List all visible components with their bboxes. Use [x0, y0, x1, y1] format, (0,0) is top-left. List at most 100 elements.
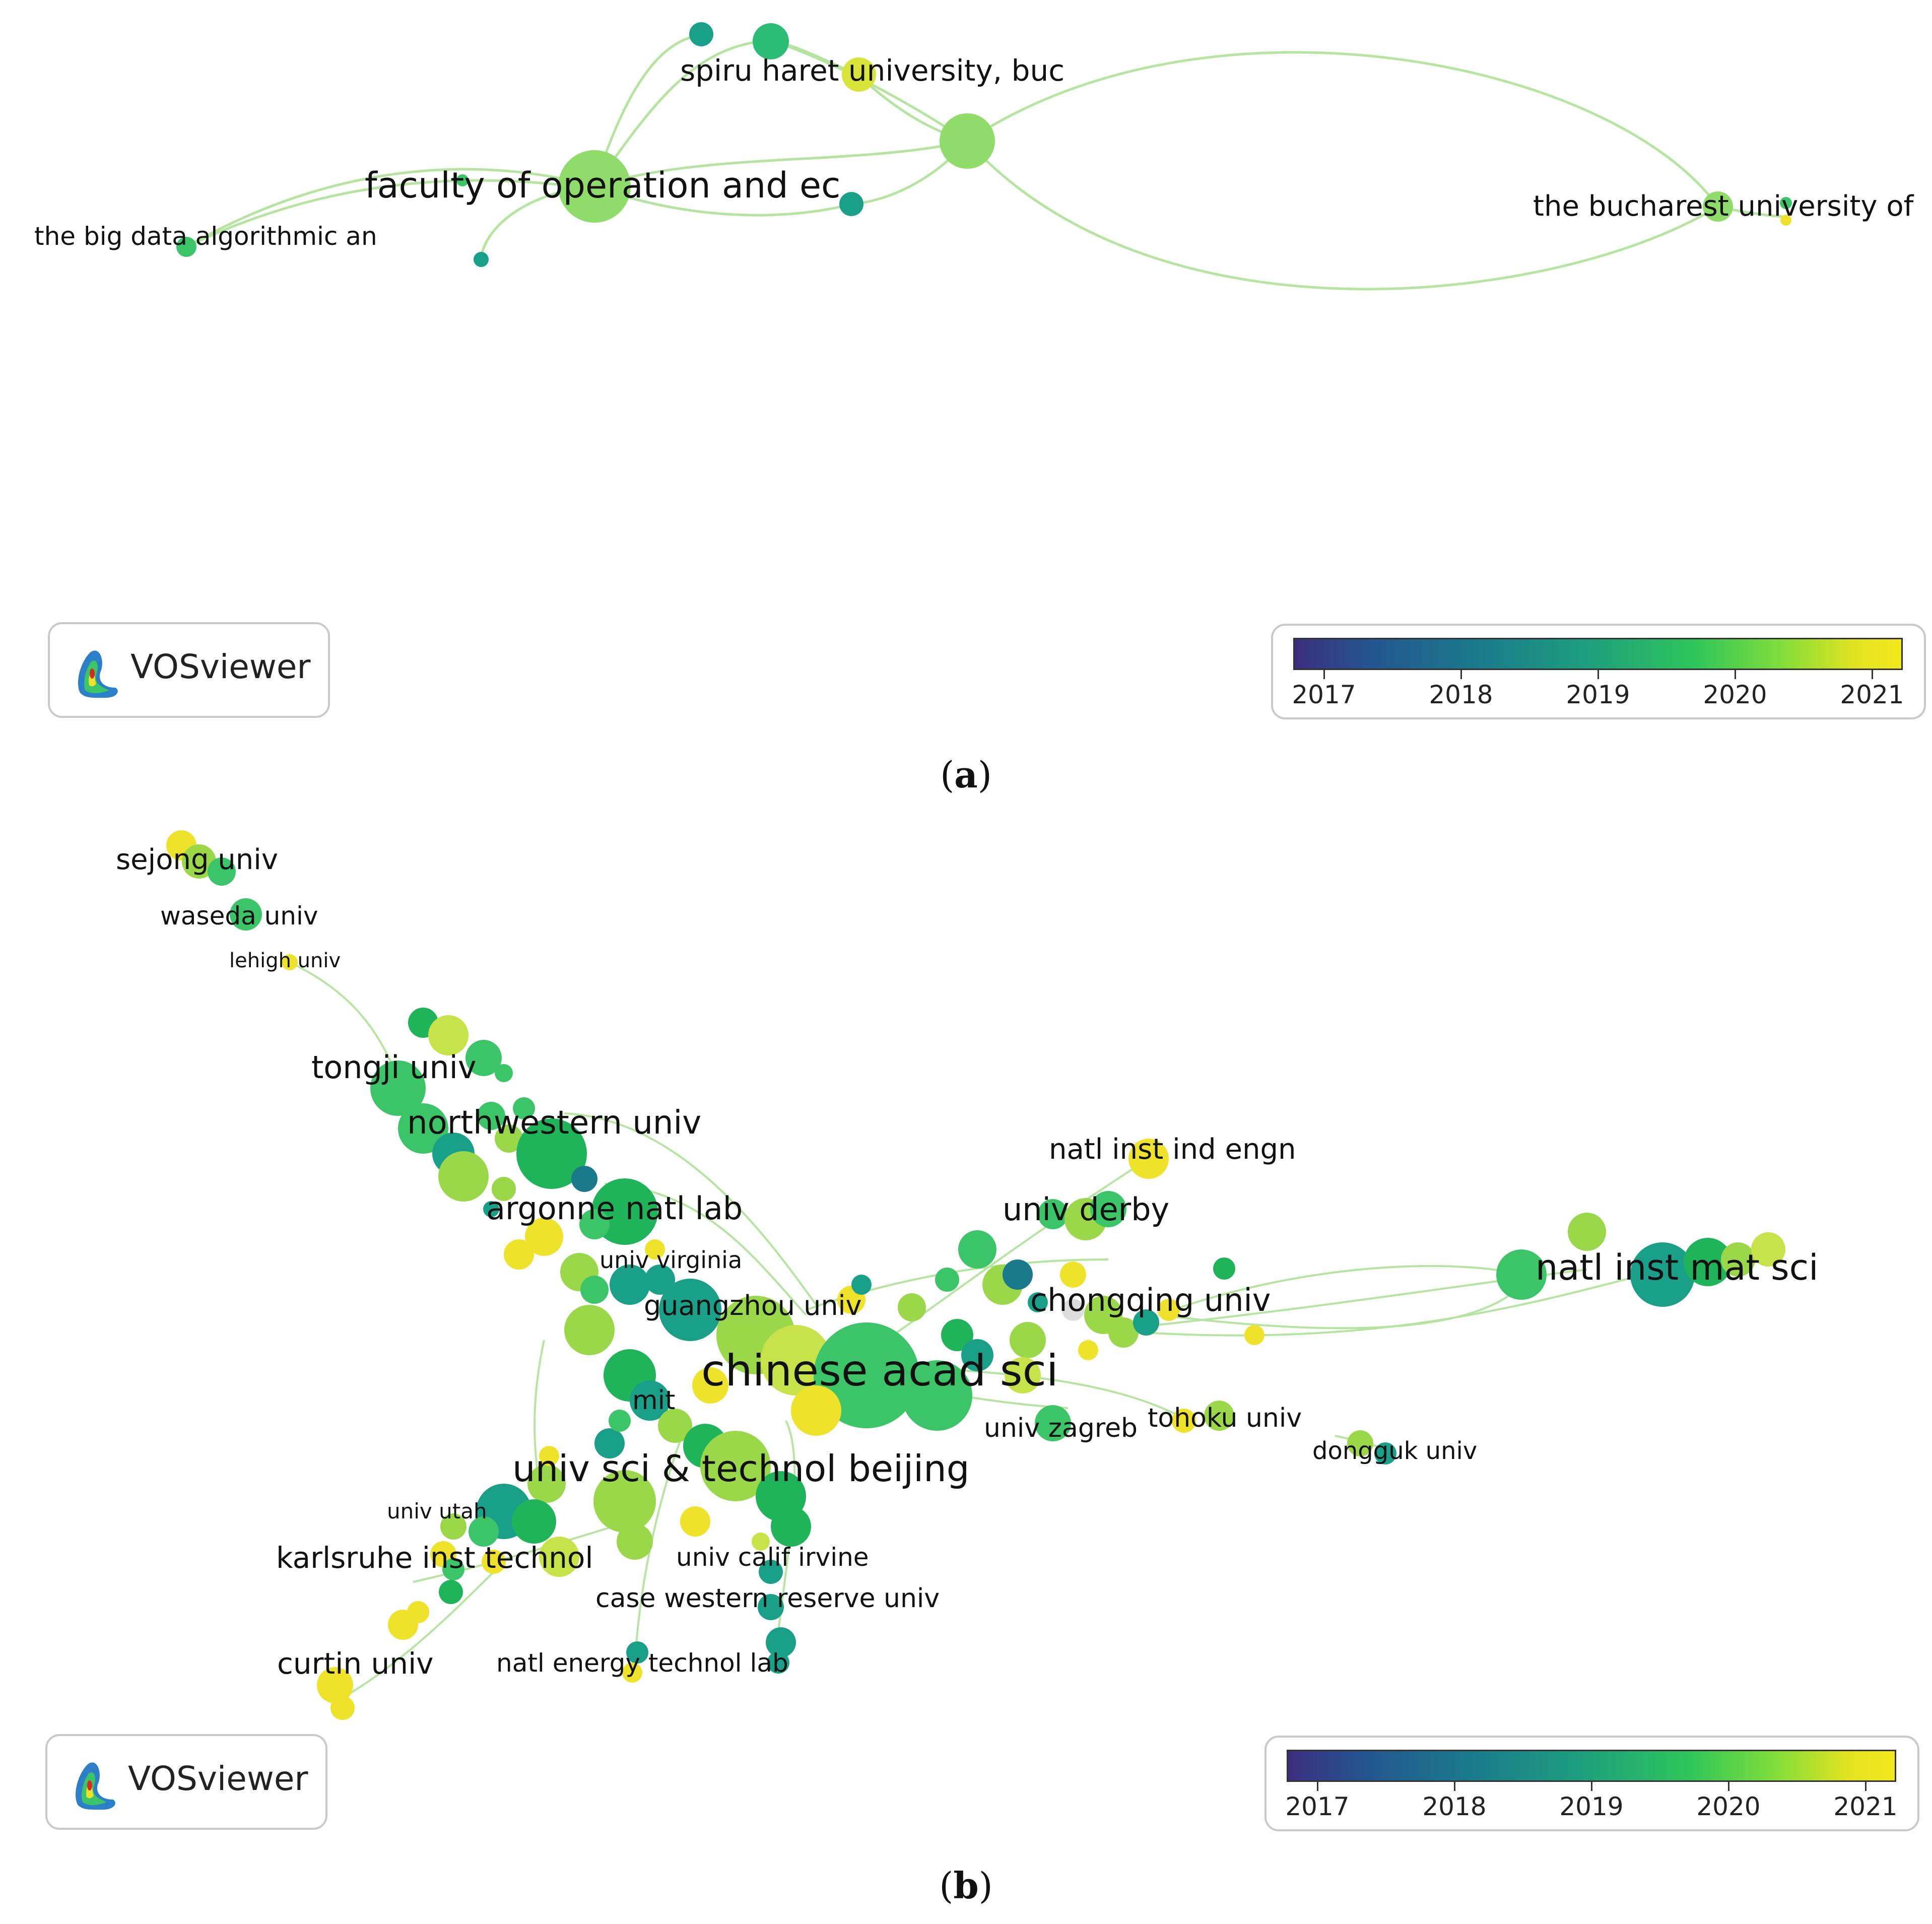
node-bigdata[interactable]	[176, 237, 196, 257]
node[interactable]	[428, 1015, 469, 1055]
node[interactable]	[495, 1064, 513, 1082]
node-casewestern[interactable]	[758, 1594, 784, 1620]
node[interactable]	[851, 1275, 872, 1295]
node[interactable]	[1244, 1325, 1264, 1345]
node[interactable]	[898, 1293, 926, 1321]
node-dongguk[interactable]	[1347, 1430, 1373, 1456]
node[interactable]	[680, 1506, 710, 1537]
node[interactable]	[398, 1103, 448, 1154]
node[interactable]	[469, 1516, 499, 1547]
node-ustb[interactable]	[700, 1431, 771, 1501]
node[interactable]	[580, 1276, 609, 1304]
node-chinese[interactable]	[814, 1322, 919, 1428]
node[interactable]	[208, 857, 236, 886]
node[interactable]	[1780, 215, 1791, 226]
node[interactable]	[689, 22, 713, 46]
node[interactable]	[594, 1428, 625, 1458]
node[interactable]	[767, 1651, 789, 1674]
node[interactable]	[1721, 1242, 1755, 1277]
node[interactable]	[1003, 1259, 1033, 1290]
node[interactable]	[958, 1230, 996, 1269]
node[interactable]	[1133, 1309, 1159, 1336]
node[interactable]	[495, 1124, 523, 1153]
node[interactable]	[1374, 1442, 1396, 1465]
node[interactable]	[438, 1151, 489, 1202]
node-waseda[interactable]	[230, 898, 262, 931]
node[interactable]	[1684, 1238, 1732, 1286]
node-curtin[interactable]	[317, 1667, 353, 1703]
node[interactable]	[1158, 1299, 1180, 1321]
node[interactable]	[839, 192, 863, 216]
node-mit[interactable]	[630, 1380, 670, 1421]
node[interactable]	[766, 1627, 796, 1657]
node[interactable]	[1062, 1299, 1084, 1321]
node[interactable]	[456, 174, 469, 186]
node[interactable]	[1005, 1357, 1041, 1394]
node[interactable]	[477, 1102, 505, 1130]
node[interactable]	[525, 1218, 563, 1256]
node-irvine[interactable]	[752, 1533, 770, 1551]
node[interactable]	[512, 1499, 556, 1544]
node[interactable]	[407, 1601, 429, 1623]
node[interactable]	[483, 1201, 499, 1217]
node[interactable]	[1078, 1340, 1098, 1360]
node[interactable]	[474, 252, 489, 267]
node[interactable]	[564, 1305, 615, 1355]
node[interactable]	[1028, 1292, 1048, 1312]
node-virginia[interactable]	[645, 1265, 675, 1295]
node[interactable]	[482, 1550, 506, 1574]
node[interactable]	[771, 1506, 811, 1547]
node[interactable]	[513, 1097, 535, 1119]
node[interactable]	[1038, 1199, 1068, 1229]
node[interactable]	[941, 1319, 973, 1351]
node[interactable]	[465, 1040, 502, 1076]
node[interactable]	[440, 1513, 467, 1540]
node[interactable]	[579, 1209, 610, 1239]
node[interactable]	[940, 113, 995, 169]
node-tohoku[interactable]	[1172, 1409, 1196, 1433]
node[interactable]	[1780, 197, 1792, 209]
node[interactable]	[761, 1325, 831, 1396]
node[interactable]	[791, 1385, 841, 1436]
node[interactable]	[658, 1409, 692, 1443]
node[interactable]	[1090, 1191, 1126, 1227]
node-natlind[interactable]	[1128, 1139, 1169, 1179]
node[interactable]	[492, 1177, 516, 1201]
node[interactable]	[753, 23, 789, 59]
node[interactable]	[539, 1446, 559, 1466]
node-lehigh[interactable]	[282, 954, 298, 970]
node-faculty[interactable]	[558, 150, 631, 223]
node[interactable]	[504, 1239, 534, 1270]
node[interactable]	[330, 1696, 355, 1720]
node[interactable]	[571, 1166, 597, 1192]
node[interactable]	[692, 1367, 728, 1404]
node-northwestern[interactable]	[516, 1118, 587, 1189]
node-spiru[interactable]	[842, 57, 876, 92]
node[interactable]	[593, 1470, 656, 1533]
node[interactable]	[645, 1239, 665, 1259]
node[interactable]	[902, 1360, 972, 1431]
node[interactable]	[1060, 1262, 1086, 1288]
node[interactable]	[626, 1641, 648, 1664]
node[interactable]	[539, 1537, 579, 1577]
node[interactable]	[1010, 1322, 1046, 1358]
node-chongqing[interactable]	[1108, 1317, 1139, 1348]
node[interactable]	[1568, 1213, 1606, 1251]
node[interactable]	[1751, 1232, 1785, 1267]
node[interactable]	[182, 844, 216, 879]
node-zagreb[interactable]	[1035, 1405, 1071, 1441]
node[interactable]	[1496, 1249, 1547, 1300]
node-netl[interactable]	[622, 1663, 642, 1683]
node[interactable]	[759, 1560, 783, 1584]
node[interactable]	[442, 1558, 464, 1580]
node[interactable]	[961, 1339, 993, 1371]
node[interactable]	[1204, 1401, 1234, 1431]
node[interactable]	[935, 1268, 959, 1292]
node[interactable]	[527, 1465, 566, 1503]
node[interactable]	[439, 1580, 463, 1604]
node-guangzhou[interactable]	[659, 1279, 721, 1341]
node[interactable]	[609, 1410, 631, 1432]
node-bucharest[interactable]	[1703, 191, 1733, 222]
node-tongji[interactable]	[370, 1060, 426, 1116]
node-natlmat[interactable]	[1630, 1242, 1695, 1307]
